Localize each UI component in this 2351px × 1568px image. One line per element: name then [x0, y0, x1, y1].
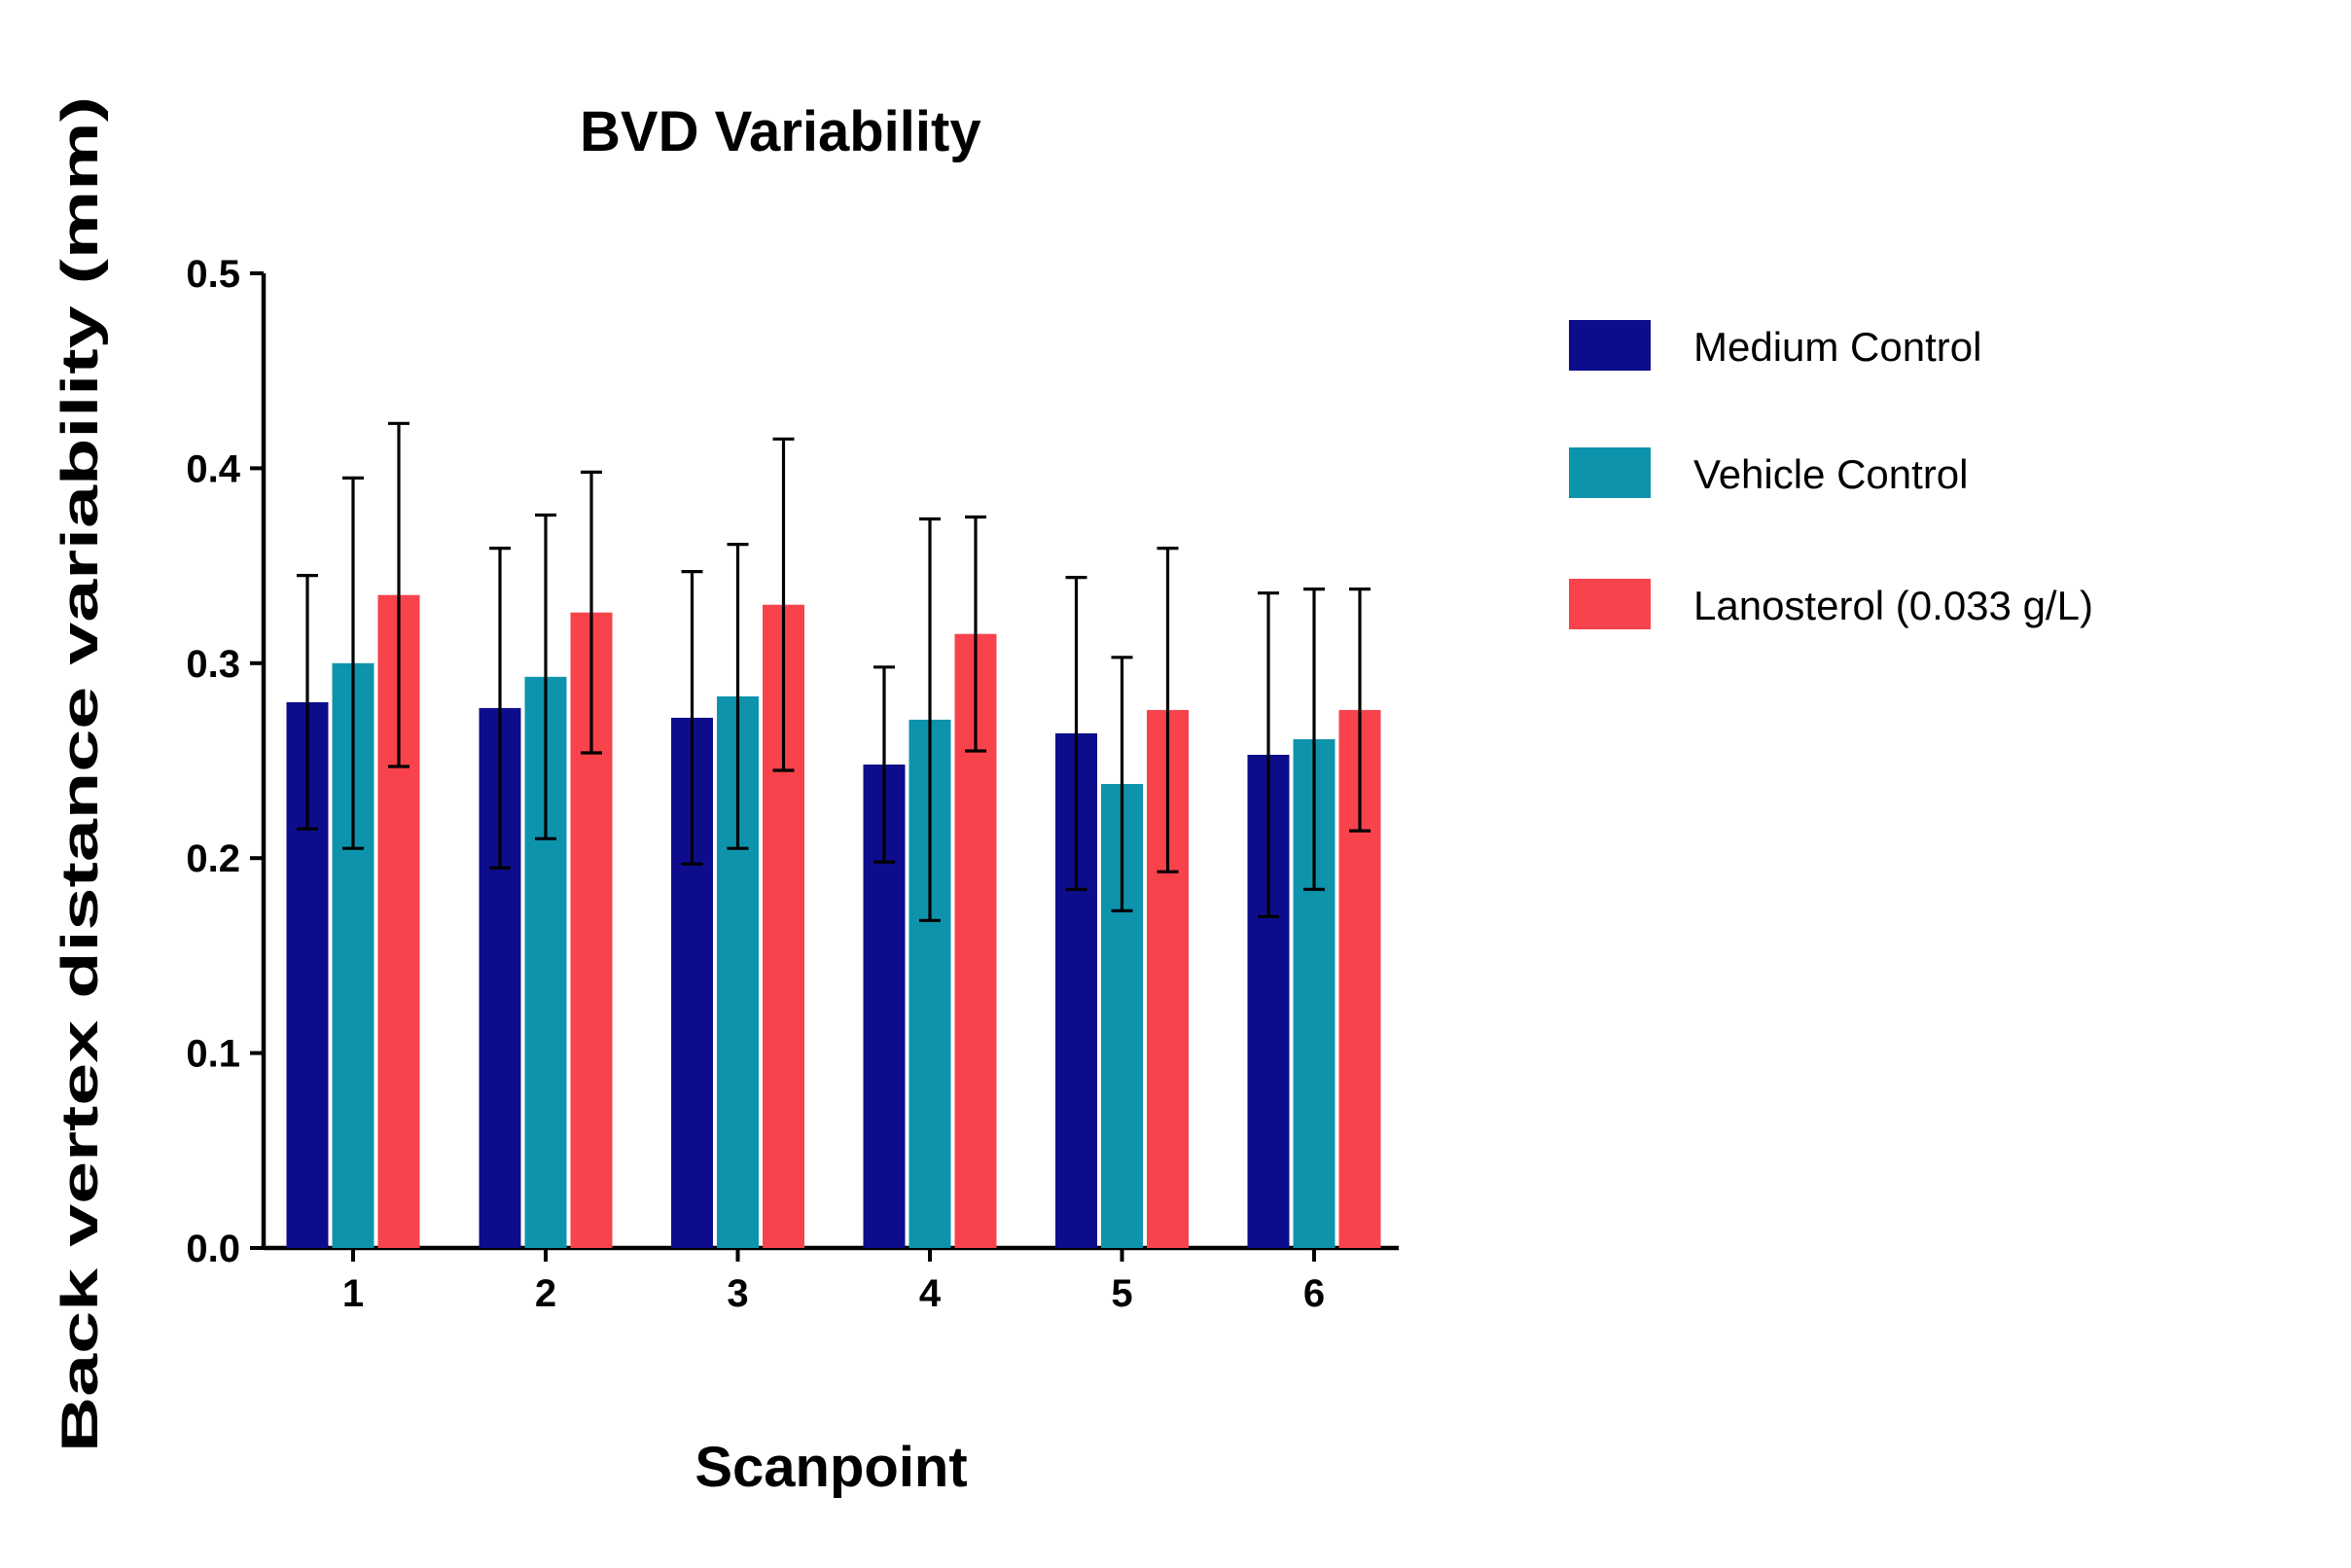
- svg-text:0.3: 0.3: [186, 643, 240, 686]
- svg-text:4: 4: [919, 1272, 942, 1315]
- svg-text:5: 5: [1111, 1272, 1132, 1315]
- svg-text:Back vertex distance variabili: Back vertex distance variability (mm): [52, 96, 109, 1452]
- svg-text:6: 6: [1303, 1272, 1325, 1315]
- svg-text:Scanpoint: Scanpoint: [695, 1436, 967, 1499]
- svg-text:0.4: 0.4: [186, 447, 240, 490]
- svg-text:2: 2: [535, 1272, 556, 1315]
- svg-text:0.5: 0.5: [186, 253, 240, 296]
- svg-text:Vehicle Control: Vehicle Control: [1693, 451, 1969, 497]
- svg-text:1: 1: [342, 1272, 364, 1315]
- svg-text:Medium Control: Medium Control: [1693, 324, 1981, 370]
- svg-text:0.2: 0.2: [186, 837, 240, 880]
- svg-text:0.1: 0.1: [186, 1033, 240, 1076]
- svg-text:3: 3: [727, 1272, 748, 1315]
- svg-text:BVD Variability: BVD Variability: [580, 100, 981, 163]
- svg-text:Lanosterol (0.033 g/L): Lanosterol (0.033 g/L): [1693, 583, 2093, 628]
- svg-text:0.0: 0.0: [186, 1228, 240, 1270]
